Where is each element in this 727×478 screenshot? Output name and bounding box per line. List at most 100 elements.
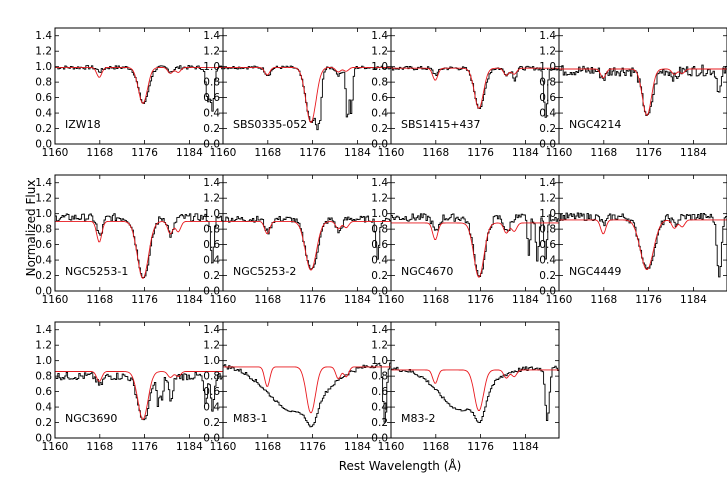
y-tick-label: 1.4 bbox=[371, 30, 388, 42]
x-tick-label: 1160 bbox=[378, 441, 405, 453]
y-tick-label: 0.6 bbox=[371, 92, 388, 104]
panel-frame bbox=[390, 321, 560, 439]
model-spectrum-line bbox=[559, 219, 727, 270]
y-tick-label: 0.8 bbox=[203, 224, 220, 236]
x-tick-label: 1184 bbox=[512, 147, 539, 159]
x-tick-label: 1176 bbox=[635, 294, 662, 306]
x-tick-label: 1160 bbox=[210, 294, 237, 306]
y-tick-label: 0.8 bbox=[35, 224, 52, 236]
x-tick-label: 1184 bbox=[344, 294, 371, 306]
y-tick-label: 0.0 bbox=[35, 139, 52, 151]
x-tick-label: 1176 bbox=[299, 147, 326, 159]
y-tick-label: 0.6 bbox=[35, 239, 52, 251]
y-tick-label: 1.0 bbox=[371, 208, 388, 220]
spectrum-panel: 0.0 0.2 0.4 0.6 0.8 1.0 1.2 1.4 1160 1168 1176 1184… bbox=[203, 27, 392, 159]
x-tick-label: 1176 bbox=[467, 441, 494, 453]
y-tick-label: 1.2 bbox=[203, 340, 220, 352]
x-tick-label: 1168 bbox=[254, 441, 281, 453]
y-tick-label: 0.2 bbox=[371, 270, 388, 282]
x-tick-label: 1176 bbox=[131, 441, 158, 453]
x-tick-label: 1160 bbox=[378, 147, 405, 159]
y-tick-label: 1.4 bbox=[203, 177, 220, 189]
y-tick-label: 1.0 bbox=[35, 208, 52, 220]
y-tick-label: 0.4 bbox=[35, 108, 52, 120]
observed-spectrum-line bbox=[559, 212, 727, 278]
spectrum-panel: 0.0 0.2 0.4 0.6 0.8 1.0 1.2 1.4 1160 1168 1176 1184… bbox=[371, 321, 560, 453]
observed-spectrum-line bbox=[55, 65, 223, 112]
y-tick-label: 0.0 bbox=[371, 433, 388, 445]
y-tick-label: 0.8 bbox=[35, 77, 52, 89]
panel-label: NGC4670 bbox=[401, 265, 453, 278]
y-tick-label: 1.2 bbox=[35, 340, 52, 352]
y-tick-label: 0.4 bbox=[371, 108, 388, 120]
y-tick-label: 1.4 bbox=[539, 177, 556, 189]
x-axis-label: Rest Wavelength (Å) bbox=[339, 458, 462, 473]
model-spectrum-line bbox=[559, 68, 727, 116]
x-tick-label: 1168 bbox=[422, 441, 449, 453]
y-tick-label: 0.2 bbox=[35, 417, 52, 429]
observed-spectrum-line bbox=[559, 64, 727, 116]
panel-label: M83-2 bbox=[401, 412, 435, 425]
y-tick-label: 0.0 bbox=[203, 286, 220, 298]
panel-frame bbox=[558, 174, 727, 292]
x-tick-label: 1184 bbox=[680, 147, 707, 159]
y-tick-label: 1.0 bbox=[203, 61, 220, 73]
x-tick-label: 1176 bbox=[467, 294, 494, 306]
x-tick-label: 1160 bbox=[210, 441, 237, 453]
y-tick-label: 0.2 bbox=[35, 270, 52, 282]
y-tick-label: 0.2 bbox=[35, 123, 52, 135]
x-tick-label: 1160 bbox=[546, 147, 573, 159]
panel-label: SBS1415+437 bbox=[401, 118, 481, 131]
x-tick-label: 1160 bbox=[42, 147, 69, 159]
x-tick-label: 1176 bbox=[131, 147, 158, 159]
y-tick-label: 1.0 bbox=[35, 355, 52, 367]
y-tick-label: 1.2 bbox=[371, 46, 388, 58]
x-tick-label: 1168 bbox=[422, 147, 449, 159]
y-tick-label: 0.4 bbox=[539, 255, 556, 267]
x-tick-label: 1160 bbox=[210, 147, 237, 159]
y-tick-label: 0.0 bbox=[35, 286, 52, 298]
y-tick-label: 0.2 bbox=[371, 417, 388, 429]
y-tick-label: 0.0 bbox=[371, 139, 388, 151]
x-tick-label: 1168 bbox=[86, 294, 113, 306]
y-tick-label: 1.2 bbox=[203, 193, 220, 205]
panel-label: NGC4449 bbox=[569, 265, 621, 278]
y-tick-label: 0.0 bbox=[203, 139, 220, 151]
y-tick-label: 0.8 bbox=[203, 77, 220, 89]
spectrum-panel: 0.0 0.2 0.4 0.6 0.8 1.0 1.2 1.4 1160 1168 1176 1184… bbox=[539, 27, 727, 159]
y-tick-label: 1.4 bbox=[371, 177, 388, 189]
x-tick-label: 1168 bbox=[590, 147, 617, 159]
y-tick-label: 0.8 bbox=[371, 371, 388, 383]
y-tick-label: 0.8 bbox=[371, 77, 388, 89]
y-tick-label: 0.0 bbox=[371, 286, 388, 298]
y-tick-label: 1.0 bbox=[539, 61, 556, 73]
y-tick-label: 1.4 bbox=[203, 324, 220, 336]
y-tick-label: 0.2 bbox=[539, 123, 556, 135]
y-tick-label: 1.2 bbox=[371, 193, 388, 205]
y-tick-label: 0.6 bbox=[203, 386, 220, 398]
y-tick-label: 0.4 bbox=[35, 402, 52, 414]
panel-label: NGC5253-1 bbox=[65, 265, 128, 278]
x-tick-label: 1184 bbox=[176, 294, 203, 306]
observed-spectrum-line bbox=[223, 362, 391, 428]
y-tick-label: 1.0 bbox=[371, 61, 388, 73]
model-spectrum-line bbox=[391, 369, 559, 411]
y-tick-label: 0.8 bbox=[371, 224, 388, 236]
x-tick-label: 1184 bbox=[344, 441, 371, 453]
y-axis-label: Normalized Flux bbox=[24, 180, 38, 277]
y-tick-label: 0.8 bbox=[203, 371, 220, 383]
y-tick-label: 0.0 bbox=[203, 433, 220, 445]
x-tick-label: 1176 bbox=[131, 294, 158, 306]
y-tick-label: 0.6 bbox=[35, 92, 52, 104]
panel-label: NGC4214 bbox=[569, 118, 621, 131]
x-tick-label: 1184 bbox=[176, 441, 203, 453]
panel-label: NGC5253-2 bbox=[233, 265, 296, 278]
x-tick-label: 1160 bbox=[378, 294, 405, 306]
y-tick-label: 0.4 bbox=[203, 108, 220, 120]
model-spectrum-line bbox=[223, 220, 391, 271]
x-tick-label: 1160 bbox=[42, 294, 69, 306]
y-tick-label: 0.4 bbox=[371, 402, 388, 414]
x-tick-label: 1184 bbox=[176, 147, 203, 159]
panel-label: SBS0335-052 bbox=[233, 118, 307, 131]
